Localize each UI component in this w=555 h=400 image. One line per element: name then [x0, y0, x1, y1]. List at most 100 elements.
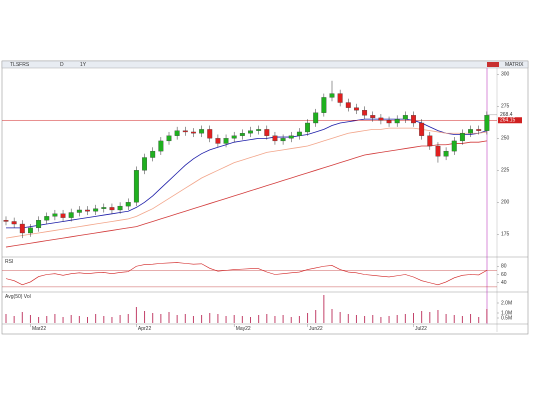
candle-body [484, 115, 490, 131]
candle-body [11, 221, 17, 225]
volume-bar [29, 315, 31, 323]
panel-title: Avg(50) Vol [5, 294, 31, 300]
volume-bar [413, 313, 414, 323]
candle-body [76, 209, 82, 213]
y-tick-label: 0.5M [501, 315, 512, 321]
volume-bar [266, 314, 268, 323]
y-tick-label: 2.0M [501, 300, 512, 306]
candle-body [36, 220, 42, 229]
volume-bar [184, 314, 186, 323]
candle-body [305, 122, 310, 133]
candle-body [288, 135, 294, 139]
candle-body [345, 102, 351, 108]
x-tick-label: May22 [236, 326, 251, 332]
candle-body [182, 130, 188, 133]
button-bg [487, 62, 499, 67]
volume-bar [192, 316, 194, 323]
candle-body [223, 138, 229, 144]
candle-body [239, 133, 245, 136]
frame [1, 60, 529, 335]
candle-body [174, 130, 180, 136]
candle-body [280, 138, 286, 142]
volume-bar [168, 312, 170, 323]
volume-bar [298, 316, 300, 323]
volume-bar [258, 315, 260, 323]
volume-bar [307, 313, 309, 323]
candle-body [125, 202, 131, 207]
y-tick-label: 40 [501, 280, 507, 286]
volume-bar [233, 315, 235, 323]
candle-body [190, 131, 196, 134]
volume-bar [21, 312, 23, 323]
candle-body [256, 129, 262, 131]
volume-bar [209, 313, 211, 323]
volume-bar [339, 312, 341, 323]
volume-bar [201, 315, 203, 323]
range-button[interactable]: 1Y [80, 62, 87, 68]
moving-average [5, 127, 487, 239]
volume-bar [111, 317, 113, 323]
candle-body [264, 129, 270, 136]
volume-bar [135, 307, 137, 323]
volume-bar [127, 314, 129, 323]
volume-bar [404, 314, 406, 323]
candle-body [52, 213, 58, 217]
volume-bar [103, 316, 105, 323]
candle-body [19, 223, 25, 234]
volume-bar [70, 315, 72, 323]
candle-body [109, 207, 115, 211]
last-label: 268.4 [500, 112, 513, 118]
candle-body [248, 130, 253, 134]
candle-body [150, 150, 156, 158]
candle-body [427, 135, 433, 147]
volume-bar [315, 310, 317, 323]
x-tick-label: Jun22 [309, 326, 323, 332]
candle-body [386, 120, 392, 124]
candle-body [394, 119, 400, 124]
volume-bar [78, 316, 80, 323]
candle-body [93, 208, 99, 212]
y-tick-label: 1.0M [501, 310, 512, 316]
candle-body [411, 115, 416, 124]
volume-bar [290, 317, 292, 323]
interval-button[interactable]: D [60, 62, 64, 68]
y-tick-label: 300 [501, 72, 510, 78]
candle-body [362, 110, 368, 116]
y-tick-label: 60 [501, 272, 507, 278]
ref-label: 264.15 [500, 118, 516, 124]
volume-bar [225, 316, 227, 323]
candle-body [296, 131, 302, 136]
y-tick-label: 250 [501, 136, 510, 142]
volume-bar [461, 316, 463, 323]
candle-body [353, 107, 359, 111]
candle-body [443, 150, 449, 157]
volume-bar [388, 316, 390, 323]
x-tick-label: Jul22 [415, 326, 427, 332]
candle-body [85, 209, 90, 212]
volume-bar [453, 315, 455, 323]
x-tick-label: Apr22 [138, 326, 152, 332]
candle-body [44, 216, 50, 221]
volume-bar [54, 314, 56, 323]
symbol[interactable]: TLSFRS [10, 62, 30, 68]
volume-bar [331, 309, 333, 323]
candle-body [337, 93, 343, 103]
volume-bar [5, 314, 7, 323]
volume-bar [323, 295, 325, 323]
candle-body [419, 122, 425, 136]
candle-body [451, 140, 457, 152]
volume-bar [217, 314, 219, 323]
volume-bar [470, 314, 472, 323]
volume-bar [95, 314, 97, 323]
volume-bar [437, 310, 439, 323]
candle-body [27, 227, 33, 234]
view-button[interactable]: MATRIX [505, 62, 524, 68]
volume-bar [119, 315, 121, 323]
volume-bar [364, 316, 366, 323]
candle-body [158, 140, 164, 152]
volume-bar [380, 317, 382, 323]
candle-body [476, 129, 482, 131]
volume-bar [396, 315, 398, 323]
candle-body [231, 135, 237, 139]
